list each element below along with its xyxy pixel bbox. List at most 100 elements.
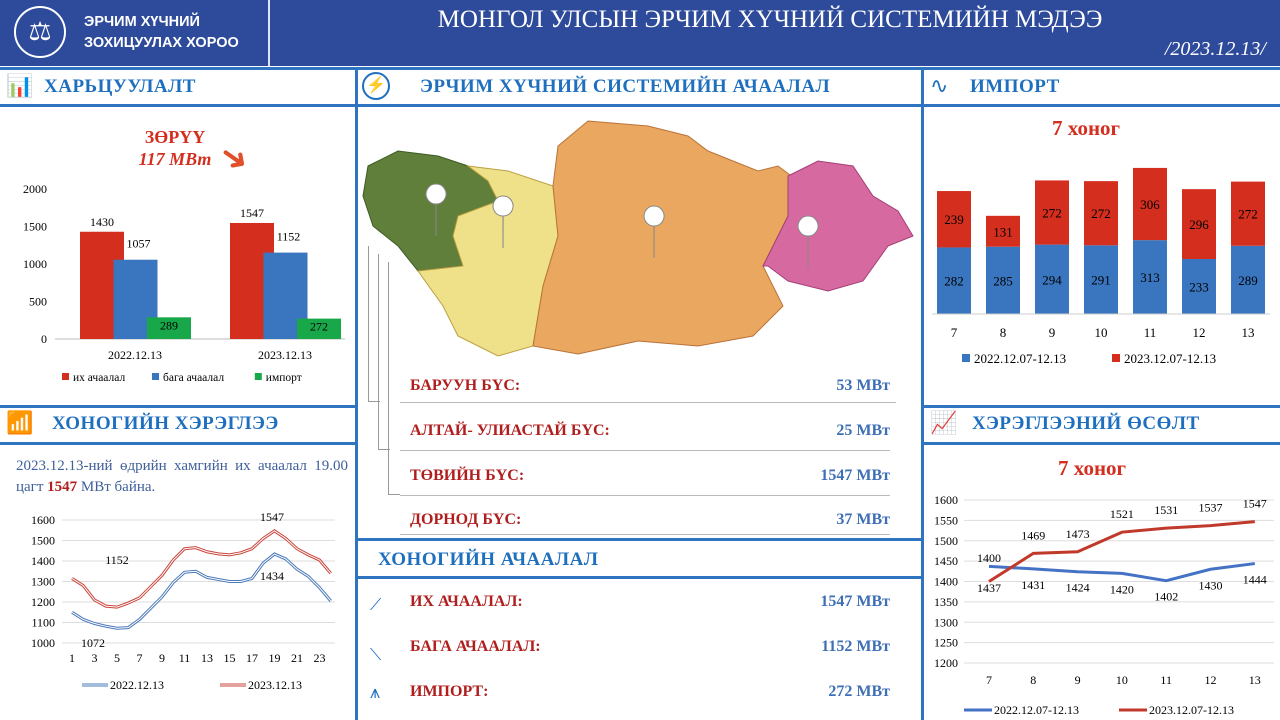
growth-subtitle: 7 хоног <box>1058 456 1127 480</box>
x-tick-label: 17 <box>246 651 258 665</box>
y-tick-label: 1100 <box>31 616 55 630</box>
bar-segment-2023.12.07-12.13 <box>1084 181 1118 246</box>
legend-label: бага ачаалал <box>163 372 224 384</box>
organization-name: ЭРЧИМ ХҮЧНИЙ ЗОХИЦУУЛАХ ХОРОО <box>84 12 239 54</box>
divider <box>922 442 1280 445</box>
legend-label: импорт <box>266 372 302 384</box>
data-label: 1424 <box>1066 581 1090 595</box>
x-tick-label: 5 <box>114 651 120 665</box>
x-tick-label: 10 <box>1116 673 1128 687</box>
bar-segment-2022.12.07-12.13 <box>986 246 1020 314</box>
x-tick-label: 9 <box>1049 325 1056 340</box>
data-label: 1473 <box>1066 527 1090 541</box>
note-text-end: МВт байна. <box>77 479 156 495</box>
x-tick-label: 3 <box>92 651 98 665</box>
data-label: 1437 <box>977 581 1001 595</box>
y-tick-label: 1400 <box>31 554 55 568</box>
y-tick-label: 0 <box>41 332 47 346</box>
x-tick-label: 2022.12.13 <box>108 348 162 362</box>
x-tick-label: 7 <box>986 673 992 687</box>
section-title-comparison: ХАРЬЦУУЛАЛТ <box>44 76 196 97</box>
growth-line-chart: 1200 1250 1300 1350 1400 1450 1500 1550 1600 7 8 9 1… <box>934 493 1274 717</box>
divider <box>358 576 921 579</box>
x-tick-label: 12 <box>1205 673 1217 687</box>
data-label: 272 <box>1042 206 1062 221</box>
legend-label: 2023.12.13 <box>248 678 302 692</box>
note-text: 2023.12.13-ний өдрийн хамгийн их ачаалал… <box>16 458 348 495</box>
legend-label: их ачаалал <box>73 372 125 384</box>
load-value: 1547 МВт <box>820 593 890 610</box>
y-tick-label: 1000 <box>31 636 55 650</box>
row-divider <box>400 402 896 403</box>
section-title-import: ИМПОРТ <box>970 76 1060 97</box>
y-tick-label: 1300 <box>31 575 55 589</box>
data-label: 1420 <box>1110 582 1134 596</box>
legend-label: 2023.12.07-12.13 <box>1124 351 1216 366</box>
x-tick-label: 7 <box>951 325 958 340</box>
x-tick-label: 13 <box>201 651 213 665</box>
wave-chart-icon: ∿ <box>930 73 949 98</box>
section-title-daily-load: ХОНОГИЙН АЧААЛАЛ <box>378 549 599 570</box>
x-tick-label: 7 <box>137 651 143 665</box>
data-label: 306 <box>1140 197 1160 212</box>
legend-swatch <box>962 354 970 362</box>
load-value: 1152 МВт <box>821 638 890 655</box>
x-tick-label: 11 <box>1160 673 1172 687</box>
series-line-inner <box>71 530 332 608</box>
series-line-2023.12.13 <box>71 529 332 609</box>
org-line-1: ЭРЧИМ ХҮЧНИЙ <box>84 14 200 30</box>
bar-segment-2023.12.07-12.13 <box>986 215 1020 247</box>
map-region-central <box>532 120 799 355</box>
section-title-daily-consumption: ХОНОГИЙН ХЭРЭГЛЭЭ <box>52 413 279 434</box>
connector-line <box>378 254 390 450</box>
power-tower-icon: ⩚ <box>370 682 381 702</box>
x-tick-label: 11 <box>1144 325 1157 340</box>
data-label: 1152 <box>105 553 129 567</box>
data-label: 272 <box>310 320 328 334</box>
data-label: 291 <box>1091 273 1111 288</box>
row-divider <box>400 450 890 451</box>
data-label: 1402 <box>1154 590 1178 604</box>
connector-line <box>388 262 400 495</box>
bar-импорт <box>297 318 341 339</box>
legend-swatch <box>254 373 262 380</box>
x-tick-label: 1 <box>69 651 75 665</box>
bar-segment-2022.12.07-12.13 <box>1182 259 1216 314</box>
data-label: 1444 <box>1243 573 1267 587</box>
data-label: 296 <box>1189 217 1209 232</box>
legend-label: 2023.12.07-12.13 <box>1149 703 1234 717</box>
location-pin-icon <box>425 183 447 237</box>
y-tick-label: 1400 <box>934 575 958 589</box>
x-tick-label: 15 <box>224 651 236 665</box>
header-bar: ⚖ ЭРЧИМ ХҮЧНИЙ ЗОХИЦУУЛАХ ХОРОО МОНГОЛ УЛ… <box>0 0 1280 66</box>
data-label: 313 <box>1140 270 1160 285</box>
x-tick-label: 13 <box>1249 673 1261 687</box>
y-tick-label: 1200 <box>934 656 958 670</box>
region-label: АЛТАЙ- УЛИАСТАЙ БҮС: <box>410 422 610 439</box>
data-label: 1521 <box>1110 507 1134 521</box>
legend-swatch <box>152 373 159 380</box>
data-label: 1434 <box>260 569 284 583</box>
x-tick-label: 12 <box>1193 325 1206 340</box>
x-tick-label: 23 <box>314 651 326 665</box>
y-tick-label: 1000 <box>23 257 47 271</box>
x-tick-label: 2023.12.13 <box>258 348 312 362</box>
data-label: 1430 <box>1199 578 1223 592</box>
difference-callout: ЗӨРҮҮ 117 МВт <box>130 126 220 170</box>
bar-segment-2023.12.07-12.13 <box>1182 189 1216 260</box>
section-title-system-load: ЭРЧИМ ХҮЧНИЙ СИСТЕМИЙН АЧААЛАЛ <box>420 76 831 97</box>
x-tick-label: 9 <box>1075 673 1081 687</box>
divider <box>0 405 356 408</box>
chart-down-icon: ⟍ <box>370 647 382 664</box>
data-label: 1152 <box>277 230 301 244</box>
legend-label: 2022.12.07-12.13 <box>994 703 1079 717</box>
x-tick-label: 8 <box>1030 673 1036 687</box>
data-label: 1430 <box>90 215 114 229</box>
note-peak-value: 1547 <box>47 479 78 495</box>
data-label: 1400 <box>977 551 1001 565</box>
bar-segment-2022.12.07-12.13 <box>1084 245 1118 314</box>
data-label: 272 <box>1091 206 1111 221</box>
y-tick-label: 1600 <box>31 513 55 527</box>
region-label: БАРУУН БҮС: <box>410 377 521 394</box>
